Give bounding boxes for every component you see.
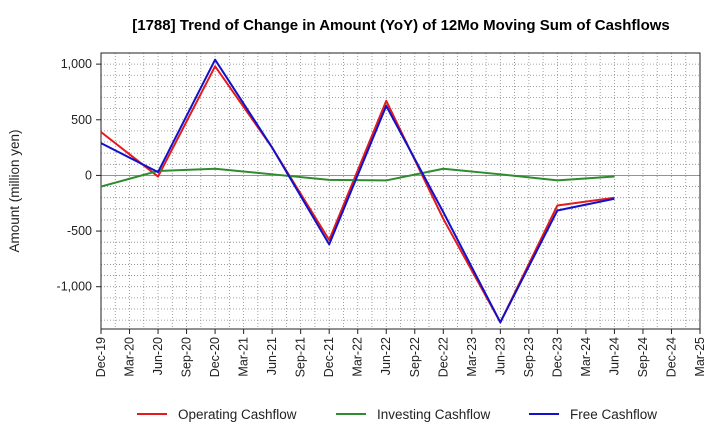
x-tick-label: Mar-21 <box>237 337 251 377</box>
legend-item-label: Investing Cashflow <box>377 407 491 422</box>
y-axis: 1,000 500 0 -500 -1,000 <box>57 57 101 294</box>
y-tick-label: -500 <box>67 224 92 238</box>
x-tick-label: Jun-24 <box>607 337 621 375</box>
series-line-free-cashflow <box>100 58 615 324</box>
x-tick-label: Jun-21 <box>265 337 279 375</box>
y-tick-label: 0 <box>85 168 92 182</box>
x-axis: Dec-19 Mar-20 Jun-20 Sep-20 Dec-20 Mar-21 Jun-… <box>94 329 707 377</box>
x-tick-label: Sep-24 <box>636 337 650 377</box>
x-tick-label: Sep-23 <box>522 337 536 377</box>
x-tick-label: Jun-23 <box>493 337 507 375</box>
x-tick-label: Jun-20 <box>151 337 165 375</box>
y-tick-label: -1,000 <box>57 280 92 294</box>
series-line-investing-cashflow <box>100 167 615 188</box>
series-lines <box>100 58 615 324</box>
x-tick-label: Mar-25 <box>693 337 707 377</box>
x-tick-label: Mar-23 <box>465 337 479 377</box>
x-tick-label: Dec-20 <box>208 337 222 377</box>
grid <box>100 52 701 329</box>
x-tick-label: Sep-22 <box>408 337 422 377</box>
y-tick-label: 500 <box>71 113 92 127</box>
x-tick-label: Mar-20 <box>123 337 137 377</box>
x-tick-label: Dec-21 <box>322 337 336 377</box>
x-tick-label: Dec-22 <box>436 337 450 377</box>
legend: Operating Cashflow Investing Cashflow Free… <box>137 407 657 422</box>
x-tick-label: Mar-24 <box>579 337 593 377</box>
y-tick-label: 1,000 <box>61 57 92 71</box>
legend-item-label: Free Cashflow <box>570 407 657 422</box>
chart-title: [1788] Trend of Change in Amount (YoY) o… <box>132 17 670 34</box>
y-axis-label: Amount (million yen) <box>7 129 22 252</box>
x-tick-label: Sep-20 <box>180 337 194 377</box>
x-tick-label: Dec-24 <box>664 337 678 377</box>
legend-item-label: Operating Cashflow <box>178 407 297 422</box>
x-tick-label: Jun-22 <box>379 337 393 375</box>
x-tick-label: Dec-23 <box>550 337 564 377</box>
x-tick-label: Mar-22 <box>351 337 365 377</box>
plot-frame <box>100 52 701 330</box>
series-line-operating-cashflow <box>100 65 615 324</box>
x-tick-label: Dec-19 <box>94 337 108 377</box>
x-tick-label: Sep-21 <box>294 337 308 377</box>
